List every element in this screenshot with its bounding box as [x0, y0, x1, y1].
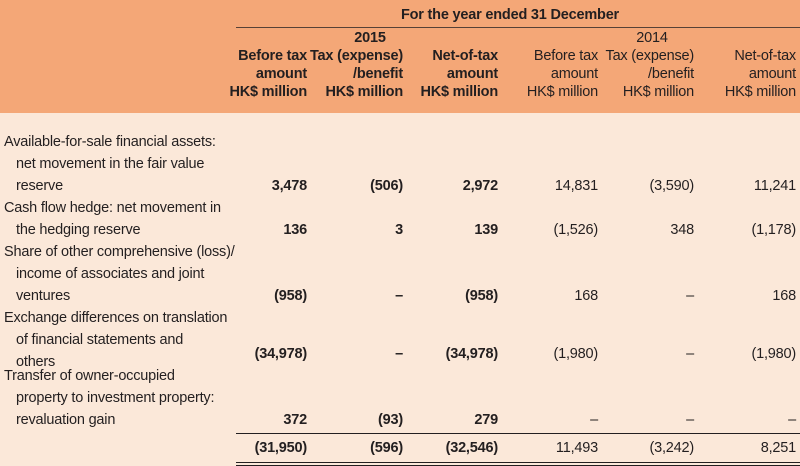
col-heading-2014-tax: Tax (expense) /benefit HK$ million [590, 47, 695, 101]
total-bottom-rule [236, 462, 800, 463]
cell-afs-2014-tax: (3,590) [649, 178, 694, 194]
row-label-afs: Available-for-sale financial assets: net… [4, 131, 216, 197]
cell-cfh-2015-net: 139 [474, 222, 498, 238]
col-heading-line: Before tax [533, 48, 598, 64]
cell-exch-2014-before: (1,980) [553, 346, 598, 362]
row-label-line: net movement in the fair value [16, 156, 205, 172]
col-heading-line: HK$ million [229, 84, 307, 100]
col-heading-line: amount [446, 66, 498, 82]
period-divider [236, 27, 800, 28]
cell-cfh-2015-before: 136 [283, 222, 307, 238]
row-label-line: Share of other comprehensive (loss)/ [4, 244, 235, 260]
year-2015-heading: 2015 [354, 30, 386, 46]
cell-afs-2015-before: 3,478 [271, 178, 307, 194]
col-heading-2014-before-tax: Before tax amount HK$ million [495, 47, 598, 101]
cell-share-2015-net: (958) [465, 288, 498, 304]
row-label-transfer-property: Transfer of owner-occupied property to i… [4, 365, 215, 431]
col-heading-line: HK$ million [622, 84, 694, 100]
col-heading-line: /benefit [353, 66, 403, 82]
col-heading-line: HK$ million [724, 84, 796, 100]
total-2014-tax: (3,242) [649, 440, 694, 456]
cell-afs-2014-before: 14,831 [554, 178, 598, 194]
cell-cfh-2014-tax: 348 [670, 222, 694, 238]
cell-transfer-2014-before: – [590, 412, 598, 428]
cell-exch-2015-tax: – [395, 346, 403, 362]
row-label-line: income of associates and joint [16, 266, 205, 282]
cell-share-2014-tax: – [686, 288, 694, 304]
cell-cfh-2015-tax: 3 [395, 222, 403, 238]
row-label-line: others [16, 354, 56, 370]
col-heading-line: amount [550, 66, 598, 82]
row-label-exchange-differences: Exchange differences on translation of f… [4, 307, 227, 373]
col-heading-line: HK$ million [325, 84, 403, 100]
row-label-line: Transfer of owner-occupied [4, 368, 175, 384]
row-label-line: revaluation gain [16, 412, 116, 428]
cell-transfer-2015-tax: (93) [378, 412, 403, 428]
col-heading-2015-net: Net-of-tax amount HK$ million [395, 47, 498, 101]
row-label-line: Available-for-sale financial assets: [4, 134, 216, 150]
col-heading-line: Net-of-tax [734, 48, 796, 64]
col-heading-line: /benefit [648, 66, 694, 82]
row-label-line: ventures [16, 288, 71, 304]
col-heading-line: HK$ million [420, 84, 498, 100]
cell-exch-2014-net: (1,980) [751, 346, 796, 362]
col-heading-line: Before tax [238, 48, 307, 64]
period-caption: For the year ended 31 December [400, 7, 620, 23]
cell-transfer-2015-before: 372 [283, 412, 307, 428]
year-2014-heading: 2014 [636, 30, 668, 46]
row-label-line: Exchange differences on translation [4, 310, 228, 326]
row-label-share-oci: Share of other comprehensive (loss)/ inc… [4, 241, 235, 307]
col-heading-2014-net: Net-of-tax amount HK$ million [690, 47, 796, 101]
col-heading-line: amount [748, 66, 796, 82]
total-2015-before: (31,950) [254, 440, 308, 456]
row-label-line: the hedging reserve [16, 222, 141, 238]
cell-share-2015-before: (958) [274, 288, 307, 304]
cell-exch-2015-before: (34,978) [254, 346, 308, 362]
cell-afs-2015-tax: (506) [370, 178, 403, 194]
total-2015-net: (32,546) [445, 440, 499, 456]
col-heading-2015-tax: Tax (expense) /benefit HK$ million [300, 47, 403, 101]
col-heading-line: amount [255, 66, 307, 82]
total-2014-net: 8,251 [760, 440, 796, 456]
col-heading-line: Net-of-tax [432, 48, 498, 64]
total-2014-before: 11,493 [555, 440, 598, 456]
cell-share-2015-tax: – [395, 288, 403, 304]
col-heading-line: Tax (expense) [605, 48, 695, 64]
row-label-line: property to investment property: [16, 390, 215, 406]
cell-exch-2014-tax: – [686, 346, 694, 362]
row-label-cash-flow-hedge: Cash flow hedge: net movement in the hed… [4, 197, 221, 241]
cell-cfh-2014-before: (1,526) [553, 222, 598, 238]
cell-transfer-2014-net: – [788, 412, 796, 428]
cell-transfer-2014-tax: – [686, 412, 694, 428]
total-top-rule [236, 433, 800, 434]
row-label-line: Cash flow hedge: net movement in [4, 200, 221, 216]
row-label-line: reserve [16, 178, 63, 194]
col-heading-2015-before-tax: Before tax amount HK$ million [200, 47, 307, 101]
col-heading-line: HK$ million [526, 84, 598, 100]
total-2015-tax: (596) [370, 440, 403, 456]
col-heading-line: Tax (expense) [309, 48, 403, 64]
cell-cfh-2014-net: (1,178) [751, 222, 796, 238]
table-header [0, 0, 800, 113]
row-label-line: of financial statements and [16, 332, 184, 348]
cell-afs-2015-net: 2,972 [462, 178, 498, 194]
cell-share-2014-net: 168 [772, 288, 796, 304]
cell-exch-2015-net: (34,978) [445, 346, 499, 362]
cell-share-2014-before: 168 [574, 288, 598, 304]
cell-transfer-2015-net: 279 [474, 412, 498, 428]
cell-afs-2014-net: 11,241 [753, 178, 796, 194]
